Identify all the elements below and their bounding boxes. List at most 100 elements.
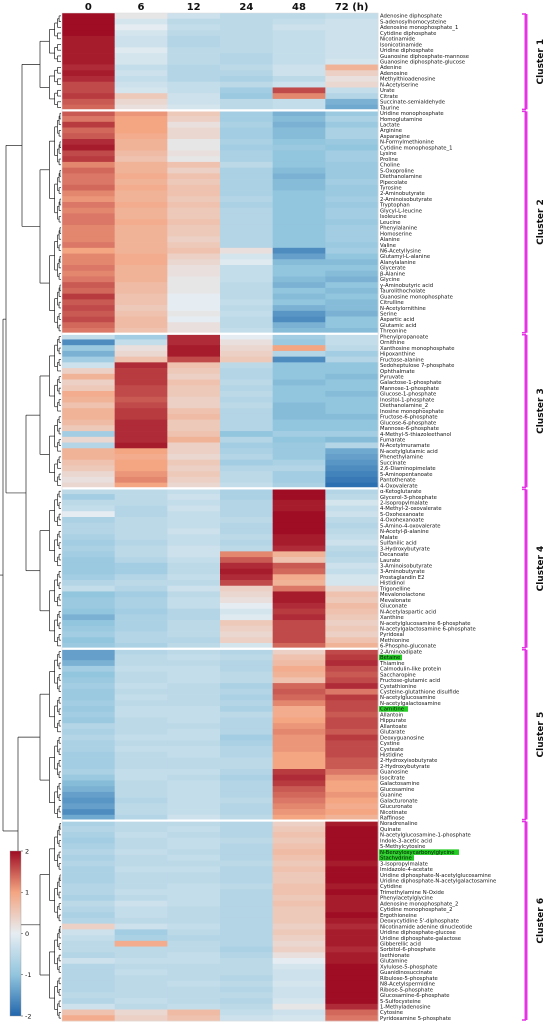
heatmap-cell xyxy=(62,872,116,879)
heatmap-cell xyxy=(167,872,221,879)
row-label: Tyrosine xyxy=(379,186,402,192)
heatmap-cell xyxy=(114,706,168,713)
heatmap-cell xyxy=(167,551,221,558)
heatmap-cell xyxy=(114,310,168,317)
heatmap-cell xyxy=(220,328,274,335)
row-label: 5-Oxohexanoate xyxy=(380,512,424,518)
heatmap-cell xyxy=(325,299,379,306)
heatmap-cell xyxy=(325,631,379,638)
heatmap-cell xyxy=(62,591,116,598)
heatmap-cell xyxy=(167,849,221,856)
heatmap-cell xyxy=(325,425,379,432)
heatmap-cell xyxy=(220,958,274,965)
heatmap-cell xyxy=(272,30,326,37)
heatmap-cell xyxy=(62,156,116,163)
heatmap-cell xyxy=(62,121,116,128)
row-label: Adenosine monophosphate_2 xyxy=(380,901,458,907)
heatmap-cell xyxy=(325,196,379,203)
heatmap-cell xyxy=(325,53,379,60)
heatmap-cell xyxy=(325,333,379,340)
heatmap-cell xyxy=(167,814,221,821)
row-label: Urate xyxy=(380,88,395,94)
heatmap-cell xyxy=(220,935,274,942)
heatmap-cell xyxy=(325,946,379,953)
heatmap-cell xyxy=(114,58,168,65)
heatmap-cell xyxy=(272,711,326,718)
heatmap-cell xyxy=(272,860,326,867)
heatmap-cell xyxy=(325,728,379,735)
heatmap-cell xyxy=(62,952,116,959)
heatmap-cell xyxy=(325,93,379,100)
heatmap-cell xyxy=(114,150,168,157)
heatmap-cell xyxy=(62,534,116,541)
row-label: Nicotinate xyxy=(380,810,407,816)
heatmap-cell xyxy=(114,499,168,506)
row-label: Mevalonolactone xyxy=(380,592,425,598)
heatmap-cell xyxy=(62,602,116,609)
heatmap-cell xyxy=(325,413,379,420)
heatmap-cell xyxy=(272,35,326,42)
row-label: Pipecolate xyxy=(380,180,407,186)
heatmap-cell xyxy=(62,287,116,294)
heatmap-cell xyxy=(114,580,168,587)
heatmap-cell xyxy=(272,328,326,335)
heatmap-cell xyxy=(62,723,116,730)
heatmap-cell xyxy=(62,328,116,335)
heatmap-cell xyxy=(220,746,274,753)
heatmap-cell xyxy=(220,350,274,357)
heatmap-cell xyxy=(62,368,116,375)
row-label: Glucose-6-phosphate xyxy=(380,420,436,426)
heatmap-cell xyxy=(220,528,274,535)
heatmap-cell xyxy=(325,81,379,88)
heatmap-cell xyxy=(220,517,274,524)
heatmap-cell xyxy=(62,683,116,690)
heatmap-cell xyxy=(114,912,168,919)
heatmap-cell xyxy=(325,969,379,976)
row-label: Pantothenate xyxy=(380,478,416,484)
heatmap-cell xyxy=(220,87,274,94)
heatmap-cell xyxy=(167,58,221,65)
row-label: Cytidine monophosphate_2 xyxy=(380,907,453,913)
row-label: Glycerol-3-phosphate xyxy=(380,495,437,501)
heatmap-cell xyxy=(272,47,326,54)
row-label: Adenosine monophosphate_1 xyxy=(380,25,458,31)
column-label: 0 xyxy=(85,2,92,13)
heatmap-cell xyxy=(325,465,379,472)
heatmap-cell xyxy=(272,385,326,392)
heatmap-cell xyxy=(62,998,116,1005)
cluster-label: Cluster 1 xyxy=(536,39,546,85)
heatmap-cell xyxy=(167,511,221,518)
heatmap-cell xyxy=(325,671,379,678)
heatmap-cell xyxy=(114,608,168,615)
heatmap-cell xyxy=(62,476,116,483)
heatmap-cell xyxy=(272,958,326,965)
heatmap-cell xyxy=(114,316,168,323)
heatmap-cell xyxy=(167,448,221,455)
heatmap-cell xyxy=(62,717,116,724)
row-label: Cytidine diphosphate xyxy=(380,31,436,37)
heatmap-cell xyxy=(62,734,116,741)
row-label: Mevalonate xyxy=(380,598,411,604)
heatmap-cell xyxy=(272,144,326,151)
heatmap-cell xyxy=(325,144,379,151)
heatmap-cell xyxy=(114,505,168,512)
heatmap-cell xyxy=(62,230,116,237)
heatmap-cell xyxy=(220,654,274,661)
heatmap-cell xyxy=(325,104,379,111)
heatmap-cell xyxy=(220,728,274,735)
heatmap-cell xyxy=(220,41,274,48)
heatmap-cell xyxy=(220,385,274,392)
heatmap-cell xyxy=(272,986,326,993)
row-label: Arginine xyxy=(380,128,402,134)
heatmap-cell xyxy=(62,597,116,604)
heatmap-cell xyxy=(114,797,168,804)
row-label: Guanine xyxy=(380,793,402,799)
heatmap-cell xyxy=(62,259,116,266)
heatmap-cell xyxy=(220,671,274,678)
heatmap-cell xyxy=(114,757,168,764)
heatmap-cell xyxy=(325,30,379,37)
row-label: Xanthine xyxy=(380,615,404,621)
heatmap-cell xyxy=(114,854,168,861)
heatmap-cell xyxy=(220,998,274,1005)
heatmap-cell xyxy=(114,64,168,71)
